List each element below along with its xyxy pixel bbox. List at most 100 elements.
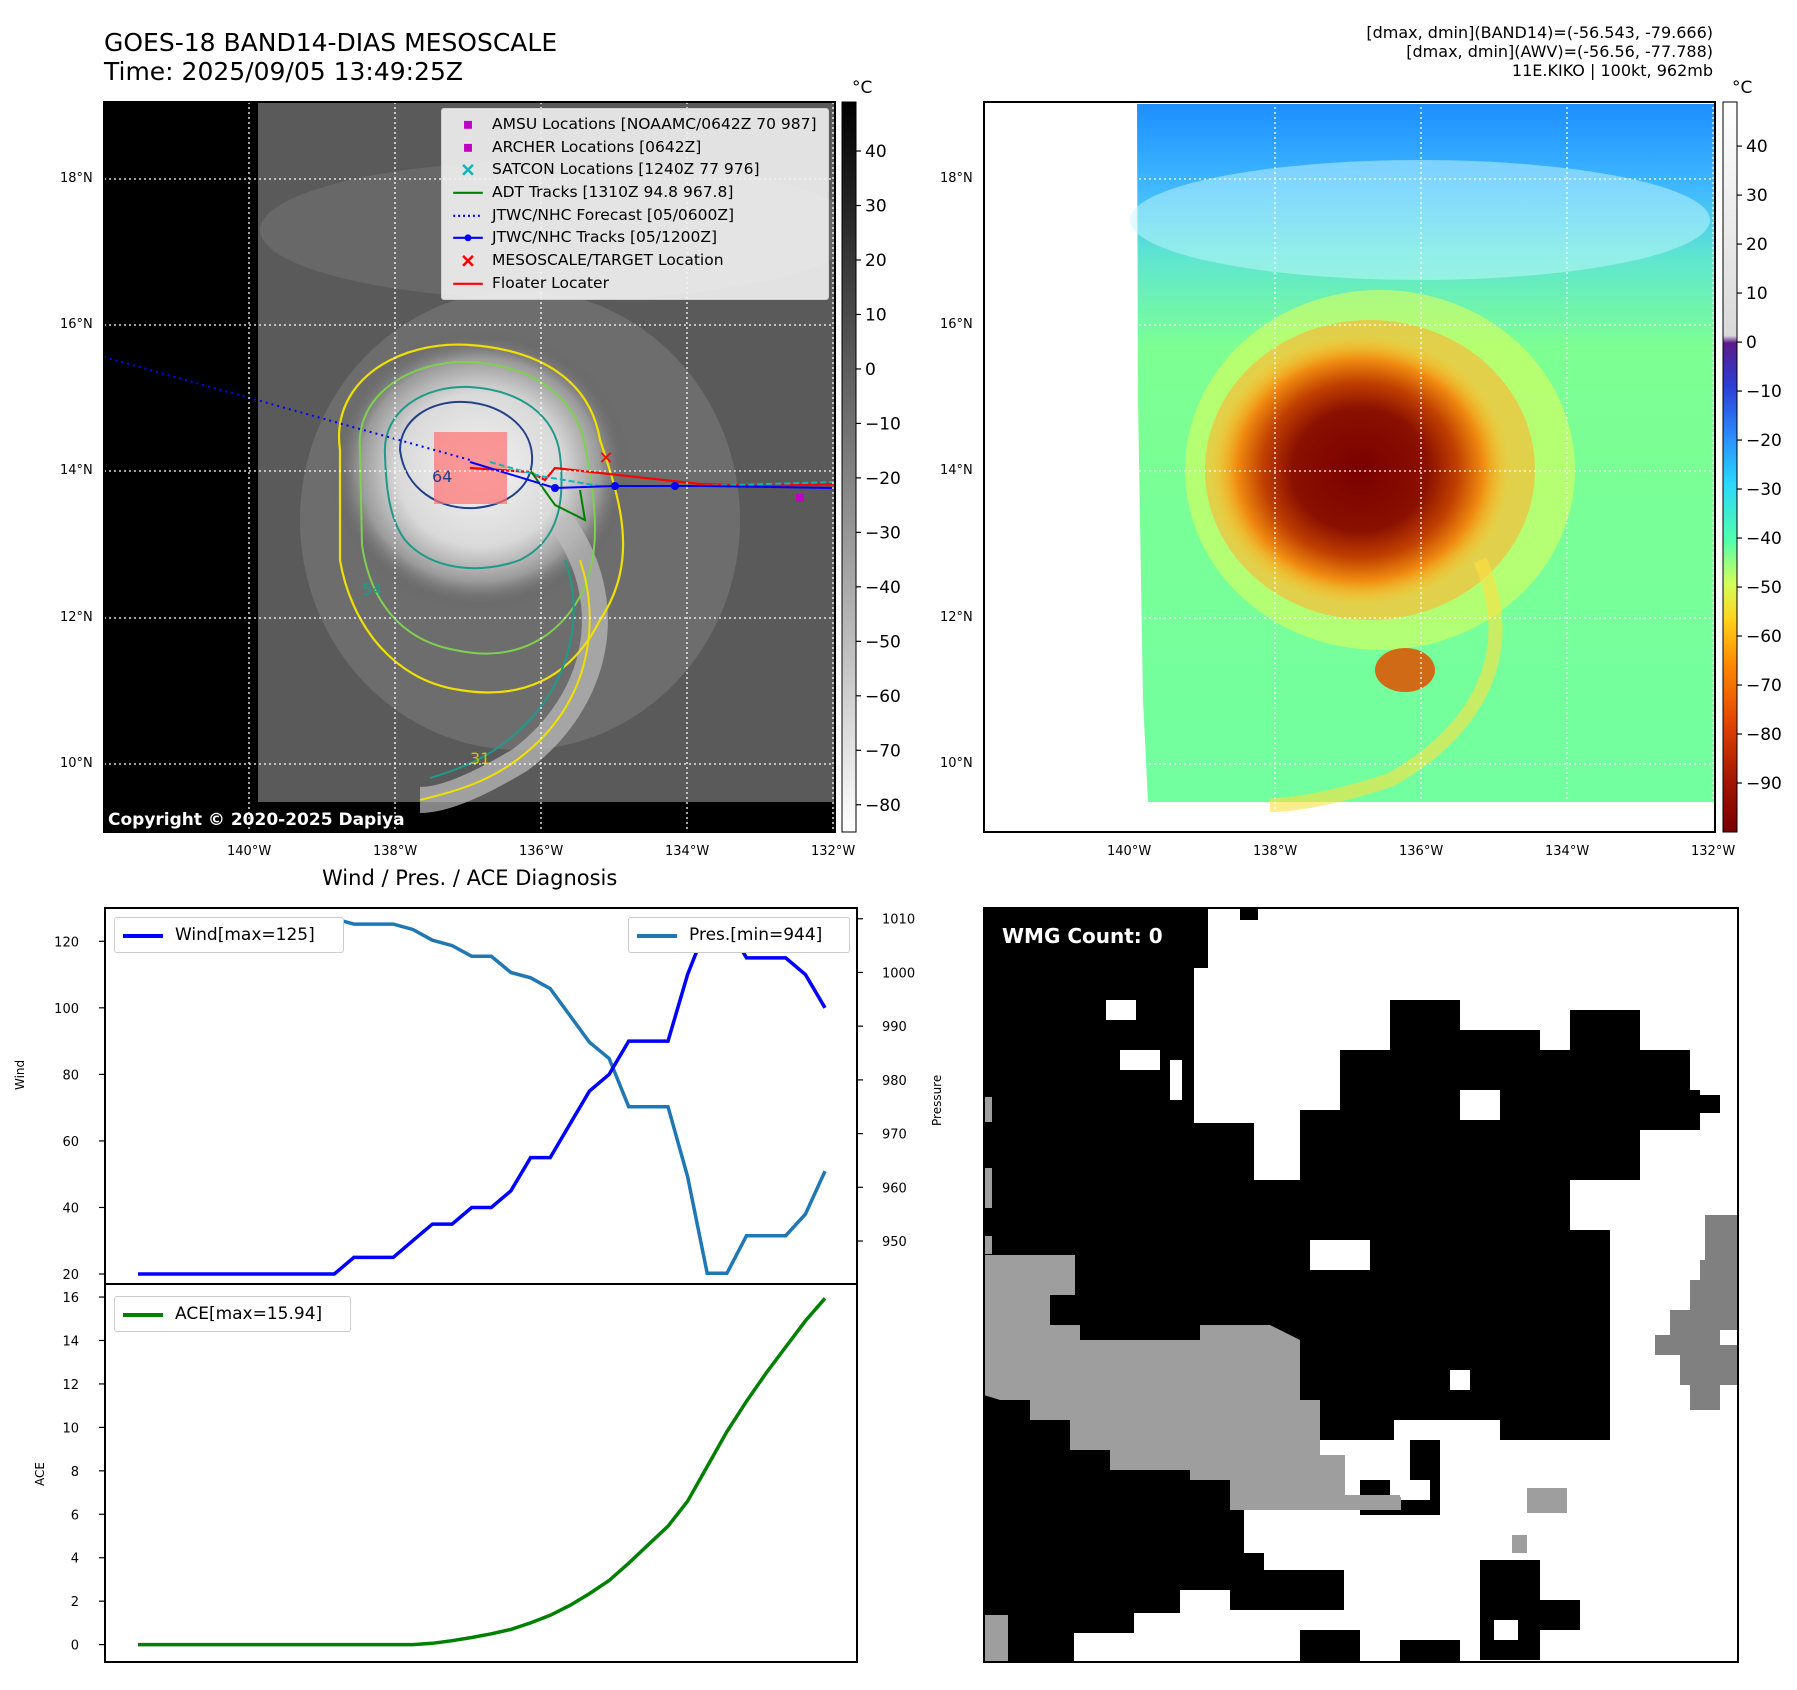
axis-tick-label: 950 — [882, 1235, 907, 1250]
colorbar-tick-label: 10 — [865, 305, 887, 325]
jtwc-track-point — [551, 484, 559, 492]
wind-legend-label: Wind[max=125] — [175, 925, 315, 945]
ace-axes — [104, 1283, 858, 1663]
axis-tick-label: 10 — [62, 1421, 79, 1436]
contour-label: 54 — [362, 580, 382, 599]
axis-tick-label: 100 — [54, 1002, 79, 1017]
info-block: [dmax, dmin](BAND14)=(-56.543, -79.666) … — [1366, 23, 1713, 80]
colorbar-tick-label: −80 — [865, 796, 901, 816]
colorbar-tick-label: −60 — [865, 687, 901, 707]
wind-legend: Wind[max=125] — [114, 917, 344, 953]
map-legend-item: MESOSCALE/TARGET Location — [442, 249, 828, 272]
map-legend: AMSU Locations [NOAAMC/0642Z 70 987] ARCH… — [441, 108, 829, 300]
wmg-gray-regions — [984, 1097, 1567, 1662]
colorbar-tick-label: 40 — [1746, 137, 1768, 157]
copyright-text: Copyright © 2020-2025 Dapiya — [108, 810, 405, 830]
lat-label: 16°N — [940, 317, 973, 332]
axis-tick-label: 970 — [882, 1128, 907, 1143]
colorbar-tick-label: −20 — [1746, 431, 1782, 451]
map-legend-item: AMSU Locations [NOAAMC/0642Z 70 987] — [442, 113, 828, 136]
dias-gridlines — [984, 102, 1715, 832]
map-legend-item: JTWC/NHC Tracks [05/1200Z] — [442, 226, 828, 249]
colorbar-tick-label: −80 — [1746, 725, 1782, 745]
info-awv-range: [dmax, dmin](AWV)=(-56.56, -77.788) — [1406, 42, 1713, 61]
ir-rainband — [419, 512, 608, 813]
lat-label: 12°N — [60, 610, 93, 625]
amsu-location-marker — [796, 494, 804, 502]
wind-pressure-axes — [104, 907, 858, 1285]
ace-axis-label: ACE — [33, 1462, 47, 1486]
map-legend-item: JTWC/NHC Forecast [05/0600Z] — [442, 204, 828, 227]
wmg-white-holes — [1106, 1000, 1520, 1640]
ir-map-frame — [103, 101, 836, 833]
wmg-frame — [983, 907, 1739, 1663]
axis-tick-label: 12 — [62, 1378, 79, 1393]
axis-tick-label: 80 — [62, 1068, 79, 1083]
axis-tick-label: 980 — [882, 1074, 907, 1089]
lat-label: 18°N — [940, 171, 973, 186]
map-legend-label: MESOSCALE/TARGET Location — [492, 251, 724, 270]
axis-tick-label: 1000 — [882, 966, 915, 981]
axis-tick-label: 8 — [71, 1465, 79, 1480]
colorbar-tick-label: 0 — [865, 360, 876, 380]
map-legend-label: ADT Tracks [1310Z 94.8 967.8] — [492, 183, 734, 202]
axis-tick-label: 960 — [882, 1181, 907, 1196]
colorbar-tick-label: −40 — [1746, 529, 1782, 549]
wmg-gray-right — [1655, 1215, 1738, 1410]
lat-label: 10°N — [60, 756, 93, 771]
axis-tick-label: 120 — [54, 935, 79, 950]
axis-tick-label: 990 — [882, 1020, 907, 1035]
ace-legend-label: ACE[max=15.94] — [175, 1304, 323, 1324]
ace-axis-ticks: 16 14 12 10 8 6 4 2 0 — [62, 1291, 105, 1654]
colorbar-tick-label: −30 — [865, 523, 901, 543]
figure-time: Time: 2025/09/05 13:49:25Z — [104, 57, 463, 86]
dias-colorbar-ticks: 40 30 20 10 0 −10 −20 −30 −40 −50 −60 −70 −80 −90 — [1737, 137, 1782, 794]
map-legend-item: ARCHER Locations [0642Z] — [442, 136, 828, 159]
lon-label: 134°W — [665, 844, 710, 859]
wmg-count-label: WMG Count: 0 — [1002, 924, 1163, 948]
map-legend-label: AMSU Locations [NOAAMC/0642Z 70 987] — [492, 115, 817, 133]
colorbar-tick-label: −10 — [1746, 382, 1782, 402]
colorbar-tick-label: −30 — [1746, 480, 1782, 500]
colorbar-tick-label: −40 — [865, 578, 901, 598]
lon-label: 136°W — [1399, 844, 1444, 859]
map-legend-label: SATCON Locations [1240Z 77 976] — [492, 160, 760, 179]
dias-colorbar — [1722, 101, 1738, 833]
jtwc-track-point — [611, 482, 619, 490]
colorbar-tick-label: −50 — [1746, 578, 1782, 598]
ir-colorbar-ticks: 40 30 20 10 0 −10 −20 −30 −40 −50 −60 −70 −80 — [856, 142, 901, 816]
colorbar-tick-label: 10 — [1746, 284, 1768, 304]
lon-label: 132°W — [1691, 844, 1736, 859]
dias-rainband — [1269, 557, 1503, 812]
map-legend-item: Floater Locater — [442, 272, 828, 295]
contour-label: 64 — [432, 467, 452, 486]
ir-colorbar-unit: °C — [852, 78, 873, 98]
pressure-legend-label: Pres.[min=944] — [689, 925, 823, 945]
dias-cell — [1375, 648, 1435, 692]
contour-mid-green — [358, 360, 596, 655]
lat-label: 12°N — [940, 610, 973, 625]
contour-rainband-yellow — [419, 559, 591, 801]
pressure-legend: Pres.[min=944] — [628, 917, 850, 953]
lon-label: 132°W — [811, 844, 856, 859]
map-legend-label: JTWC/NHC Tracks [05/1200Z] — [492, 228, 718, 247]
lon-label: 140°W — [227, 844, 272, 859]
figure-title: GOES-18 BAND14-DIAS MESOSCALE — [104, 28, 558, 57]
map-legend-label: ARCHER Locations [0642Z] — [492, 137, 702, 156]
lon-label: 138°W — [1253, 844, 1298, 859]
colorbar-tick-label: −50 — [865, 632, 901, 652]
dias-colorbar-unit: °C — [1732, 78, 1753, 98]
info-storm: 11E.KIKO | 100kt, 962mb — [1511, 61, 1713, 80]
axis-tick-label: 60 — [62, 1135, 79, 1150]
lon-label: 134°W — [1545, 844, 1590, 859]
colorbar-tick-label: −70 — [865, 741, 901, 761]
ir-colorbar — [841, 101, 857, 833]
wmg-panel — [983, 907, 1739, 1663]
colorbar-tick-label: −70 — [1746, 676, 1782, 696]
axis-tick-label: 6 — [71, 1508, 79, 1523]
dias-cloud-band — [1130, 160, 1710, 280]
colorbar-tick-label: 0 — [1746, 333, 1757, 353]
axis-tick-label: 16 — [62, 1291, 79, 1306]
map-legend-item: SATCON Locations [1240Z 77 976] — [442, 158, 828, 181]
ace-legend: ACE[max=15.94] — [114, 1296, 351, 1332]
